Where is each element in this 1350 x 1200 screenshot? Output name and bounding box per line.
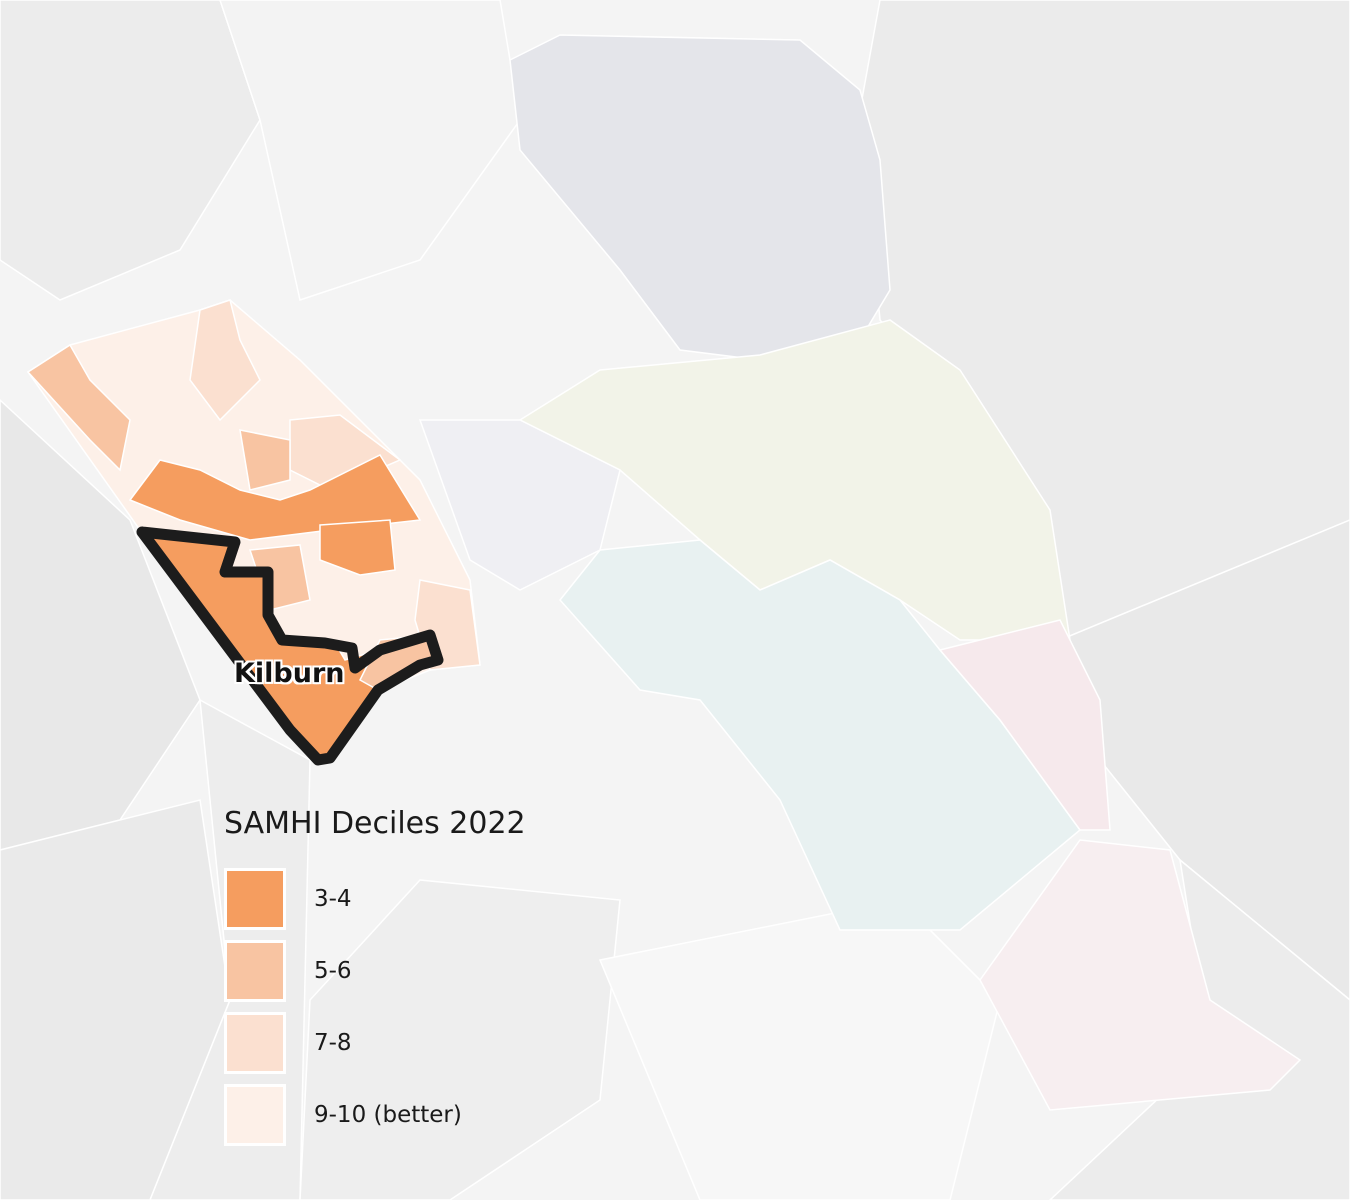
legend-label: 9-10 (better) <box>314 1102 462 1128</box>
legend-item: 3-4 <box>224 863 526 935</box>
place-label-kilburn: Kilburn <box>234 658 345 689</box>
legend-swatch <box>224 1012 286 1074</box>
map-legend: SAMHI Deciles 2022 3-4 5-6 7-8 9-10 (bet… <box>224 806 526 1151</box>
kilburn-boundary <box>136 526 444 766</box>
legend-title: SAMHI Deciles 2022 <box>224 806 526 841</box>
legend-item: 9-10 (better) <box>224 1079 526 1151</box>
legend-swatch <box>224 868 286 930</box>
legend-label: 5-6 <box>314 958 352 984</box>
legend-label: 3-4 <box>314 886 352 912</box>
legend-item: 5-6 <box>224 935 526 1007</box>
legend-swatch <box>224 940 286 1002</box>
neighbouring-boroughs <box>418 34 1302 1111</box>
legend-label: 7-8 <box>314 1030 352 1056</box>
legend-swatch <box>224 1084 286 1146</box>
legend-item: 7-8 <box>224 1007 526 1079</box>
